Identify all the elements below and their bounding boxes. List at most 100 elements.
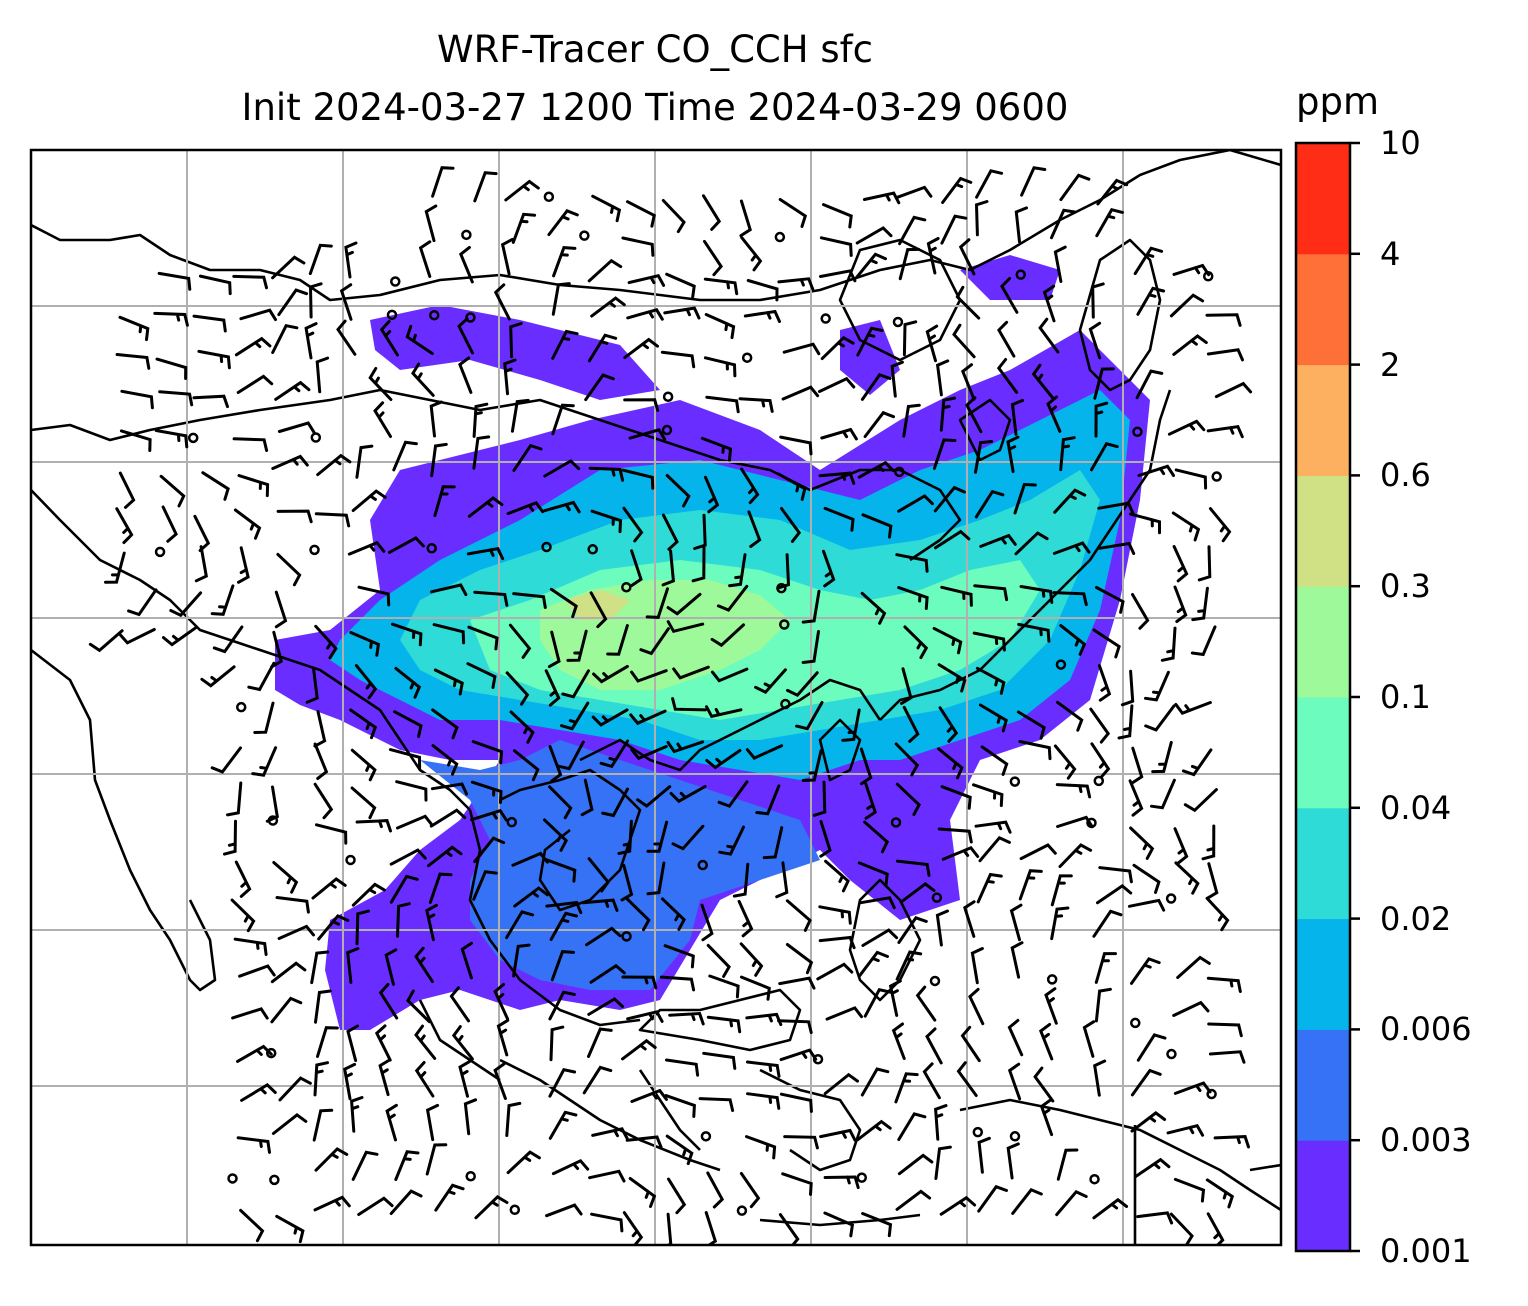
calm-wind-marker (386, 309, 398, 321)
wind-barb (276, 509, 313, 524)
calm-wind-marker (541, 541, 552, 553)
wind-barb (974, 200, 989, 237)
calm-wind-marker (774, 231, 786, 243)
wind-barb (974, 489, 1005, 519)
wind-barb (226, 781, 243, 817)
wind-barb (801, 749, 823, 782)
wind-barb (1010, 941, 1024, 979)
wind-barb (118, 628, 156, 645)
wind-barb (1096, 884, 1133, 905)
wind-barb (1091, 282, 1105, 319)
wind-barb (1174, 861, 1200, 895)
wind-barb (779, 1048, 818, 1062)
wind-barb (860, 591, 887, 625)
wind-barb (630, 549, 643, 587)
wind-barb (551, 329, 579, 360)
wind-barb (316, 1026, 339, 1058)
wind-barb (823, 1072, 859, 1095)
wind-barb (1137, 464, 1175, 477)
wind-barb (704, 1211, 718, 1245)
wind-barb (860, 1067, 890, 1097)
wind-barb (940, 214, 968, 245)
wind-barb (858, 896, 896, 910)
wind-barb (621, 468, 655, 490)
wind-barb (237, 474, 270, 498)
wind-barb (431, 708, 459, 740)
wind-barb (508, 623, 532, 659)
wind-barb (472, 435, 491, 470)
wind-barb (474, 1195, 509, 1220)
wind-barb (198, 274, 232, 296)
wind-barb (1136, 286, 1166, 316)
wind-barb (1056, 1148, 1079, 1181)
wind-barb (159, 474, 186, 508)
wind-barb (234, 336, 272, 357)
wind-barb (822, 203, 853, 229)
wind-barb (587, 1027, 613, 1058)
colorbar-unit: ppm (1296, 80, 1380, 123)
wind-barb (1136, 1033, 1167, 1062)
wind-barb (1133, 246, 1164, 276)
wind-barb (1208, 507, 1232, 543)
wind-barb (599, 739, 630, 769)
wind-barb (1172, 545, 1189, 583)
calm-wind-marker (227, 1173, 238, 1184)
wind-barb (1191, 586, 1209, 622)
wind-barb (591, 194, 622, 223)
wind-barb (431, 744, 459, 776)
wind-barb (659, 975, 696, 992)
gridlines (31, 150, 1281, 1245)
wind-barb (934, 529, 971, 550)
wind-barb (1039, 1098, 1054, 1137)
wind-barb (545, 858, 577, 883)
calm-wind-marker (776, 582, 787, 594)
wind-barb (630, 1088, 668, 1103)
wind-barb (745, 744, 784, 760)
wind-barb (430, 583, 468, 597)
wind-barb (1117, 704, 1134, 740)
wind-barb (666, 592, 702, 616)
wind-barb (251, 746, 278, 777)
wind-barb (786, 671, 819, 698)
wind-barb (1050, 208, 1077, 240)
wind-barb (506, 500, 545, 516)
colorbar-segment-5 (1296, 586, 1350, 698)
wind-barb (745, 1060, 781, 1078)
wind-barb (104, 551, 126, 584)
wind-barb (275, 1214, 305, 1244)
wind-barb (585, 926, 622, 947)
wind-barb (977, 1184, 1008, 1213)
wind-barb (1097, 664, 1112, 702)
wind-barb (346, 947, 360, 984)
wind-barb (231, 1007, 269, 1020)
wind-barb (861, 928, 899, 947)
calm-wind-marker (543, 191, 555, 203)
wind-barb (1136, 1211, 1174, 1225)
wind-barb (1096, 178, 1129, 206)
wind-barb (395, 780, 428, 802)
wind-barb (428, 872, 453, 904)
wind-barb (922, 1062, 941, 1100)
calm-wind-marker (269, 1174, 280, 1186)
wind-barb (963, 900, 976, 938)
wind-barb (1098, 866, 1133, 884)
wind-barb (621, 236, 655, 257)
wind-barb (472, 402, 489, 438)
wind-barb (396, 902, 411, 938)
wind-barb (350, 748, 377, 782)
calm-wind-marker (894, 466, 905, 478)
wind-barb (915, 985, 937, 1022)
wind-barb (1135, 369, 1164, 400)
wind-barb (705, 749, 742, 770)
wind-barb (775, 861, 789, 899)
calm-wind-marker (187, 432, 199, 444)
wind-barb (503, 358, 517, 396)
wind-barb (458, 245, 474, 284)
chart-title-line1: WRF-Tracer CO_CCH sfc (436, 28, 873, 71)
wind-barb (1044, 987, 1058, 1025)
calm-wind-marker (779, 619, 790, 630)
wind-barb (621, 975, 658, 990)
wind-barb (737, 899, 754, 938)
wind-barb (411, 362, 435, 397)
wind-barb (666, 620, 705, 634)
